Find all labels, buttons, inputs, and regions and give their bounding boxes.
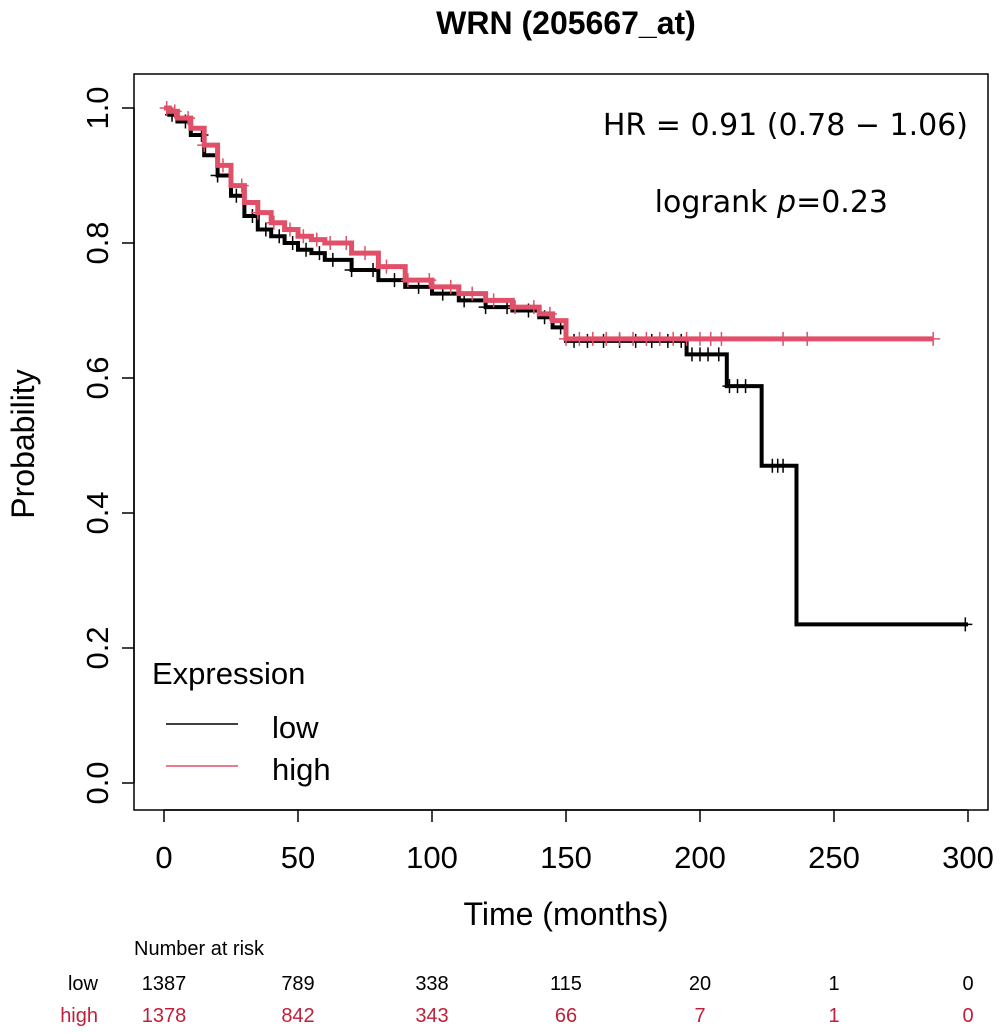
risk-value-low: 338 [415, 973, 448, 995]
censor-mark-low [272, 229, 287, 244]
censor-mark-high [443, 279, 458, 294]
censor-mark-low [344, 263, 359, 277]
censor-mark-high [486, 293, 501, 308]
censor-mark-high [542, 306, 557, 321]
censor-mark-low [387, 273, 402, 288]
y-tick-label: 1.0 [80, 86, 115, 129]
censor-mark-high [181, 111, 196, 126]
y-tick-label: 0.6 [80, 356, 115, 399]
risk-value-low: 1387 [142, 973, 187, 995]
censor-mark-low [325, 252, 340, 267]
logrank-p-value: =0.23 [796, 185, 888, 220]
censor-mark-high [159, 101, 174, 115]
censor-mark-high [282, 222, 297, 237]
censor-mark-high [572, 331, 587, 346]
risk-table-header: Number at risk [134, 938, 265, 960]
legend: Expression low high [152, 656, 331, 787]
logrank-annotation: logrank p=0.23 [655, 185, 888, 220]
risk-value-high: 1 [828, 1005, 839, 1027]
chart-title: WRN (205667_at) [436, 5, 696, 41]
censor-mark-low [776, 458, 791, 473]
y-tick-label: 0.2 [80, 626, 115, 669]
censor-mark-high [585, 331, 600, 346]
x-tick-label: 300 [942, 840, 994, 875]
censor-mark-high [339, 236, 354, 250]
censor-mark-low [711, 347, 726, 362]
legend-high-label: high [272, 752, 331, 787]
censor-mark-low [312, 246, 327, 261]
censor-mark-high [626, 331, 640, 346]
censor-mark-low [366, 263, 381, 277]
y-axis: 0.0 0.2 0.4 0.6 0.8 1.0 [80, 86, 135, 805]
censor-mark-low [229, 188, 244, 203]
risk-value-low: 789 [281, 973, 314, 995]
hazard-ratio-annotation: HR = 0.91 (0.78 − 1.06) [603, 108, 968, 143]
x-tick-label: 250 [808, 840, 860, 875]
risk-value-low: 1 [828, 973, 839, 995]
x-axis-label: Time (months) [463, 896, 668, 932]
censor-mark-high [323, 236, 338, 250]
censor-mark-high [612, 331, 627, 346]
risk-row-low-label: low [68, 973, 99, 995]
legend-low-label: low [272, 710, 319, 745]
risk-value-low: 0 [962, 973, 973, 995]
y-tick-label: 0.0 [80, 761, 115, 804]
risk-values: 1387 789 338 115 20 1 0 1378 842 343 66 7 1 0 [142, 973, 974, 1027]
risk-value-high: 7 [694, 1005, 705, 1027]
risk-row-high-label: high [60, 1005, 98, 1027]
x-tick-label: 150 [540, 840, 592, 875]
risk-value-high: 0 [962, 1005, 973, 1027]
censor-mark-high [679, 331, 694, 346]
censor-mark-low [738, 379, 753, 394]
censor-mark-high [422, 273, 437, 288]
censor-mark-high [379, 259, 394, 274]
censor-mark-high [234, 178, 249, 193]
censor-mark-high [358, 246, 372, 261]
censor-mark-high [714, 331, 729, 346]
risk-value-high: 1378 [142, 1005, 187, 1027]
legend-title: Expression [152, 656, 305, 691]
censor-mark-high [639, 331, 654, 346]
censor-mark-high [508, 300, 523, 315]
series-layer [159, 101, 973, 632]
censor-mark-low [210, 168, 225, 183]
risk-value-high: 842 [281, 1005, 314, 1027]
censor-mark-high [776, 331, 791, 346]
risk-value-low: 115 [550, 973, 582, 995]
risk-value-low: 20 [689, 973, 711, 995]
censor-mark-low [299, 242, 314, 257]
censor-mark-high [250, 205, 265, 220]
censor-mark-high [266, 215, 281, 230]
censor-mark-high [167, 104, 182, 119]
x-axis: 0 50 100 150 200 250 300 [155, 809, 994, 875]
risk-value-high: 343 [415, 1005, 448, 1027]
censor-mark-high [926, 331, 941, 346]
censor-mark-high [296, 229, 311, 244]
censor-mark-high [559, 331, 573, 346]
y-axis-label: Probability [5, 369, 41, 518]
censor-mark-high [215, 158, 230, 173]
censor-mark-high [666, 331, 681, 346]
logrank-p-symbol: p [776, 185, 796, 220]
censor-mark-high [400, 273, 415, 288]
censor-mark-low [258, 222, 273, 237]
x-tick-label: 100 [406, 840, 458, 875]
censor-mark-high [599, 331, 614, 346]
x-tick-label: 0 [155, 840, 172, 875]
censor-mark-high [526, 300, 541, 315]
censor-mark-low [285, 236, 300, 250]
censor-mark-high [465, 286, 480, 301]
x-tick-label: 200 [674, 840, 726, 875]
y-tick-label: 0.4 [80, 491, 115, 534]
censor-mark-high [800, 331, 815, 346]
censor-mark-low [958, 617, 973, 632]
risk-value-high: 66 [555, 1005, 577, 1027]
censor-mark-high [652, 331, 667, 346]
x-tick-label: 50 [281, 840, 315, 875]
censor-mark-high [309, 232, 324, 247]
logrank-prefix: logrank [655, 185, 777, 220]
censor-mark-high [197, 138, 212, 153]
y-tick-label: 0.8 [80, 221, 115, 264]
